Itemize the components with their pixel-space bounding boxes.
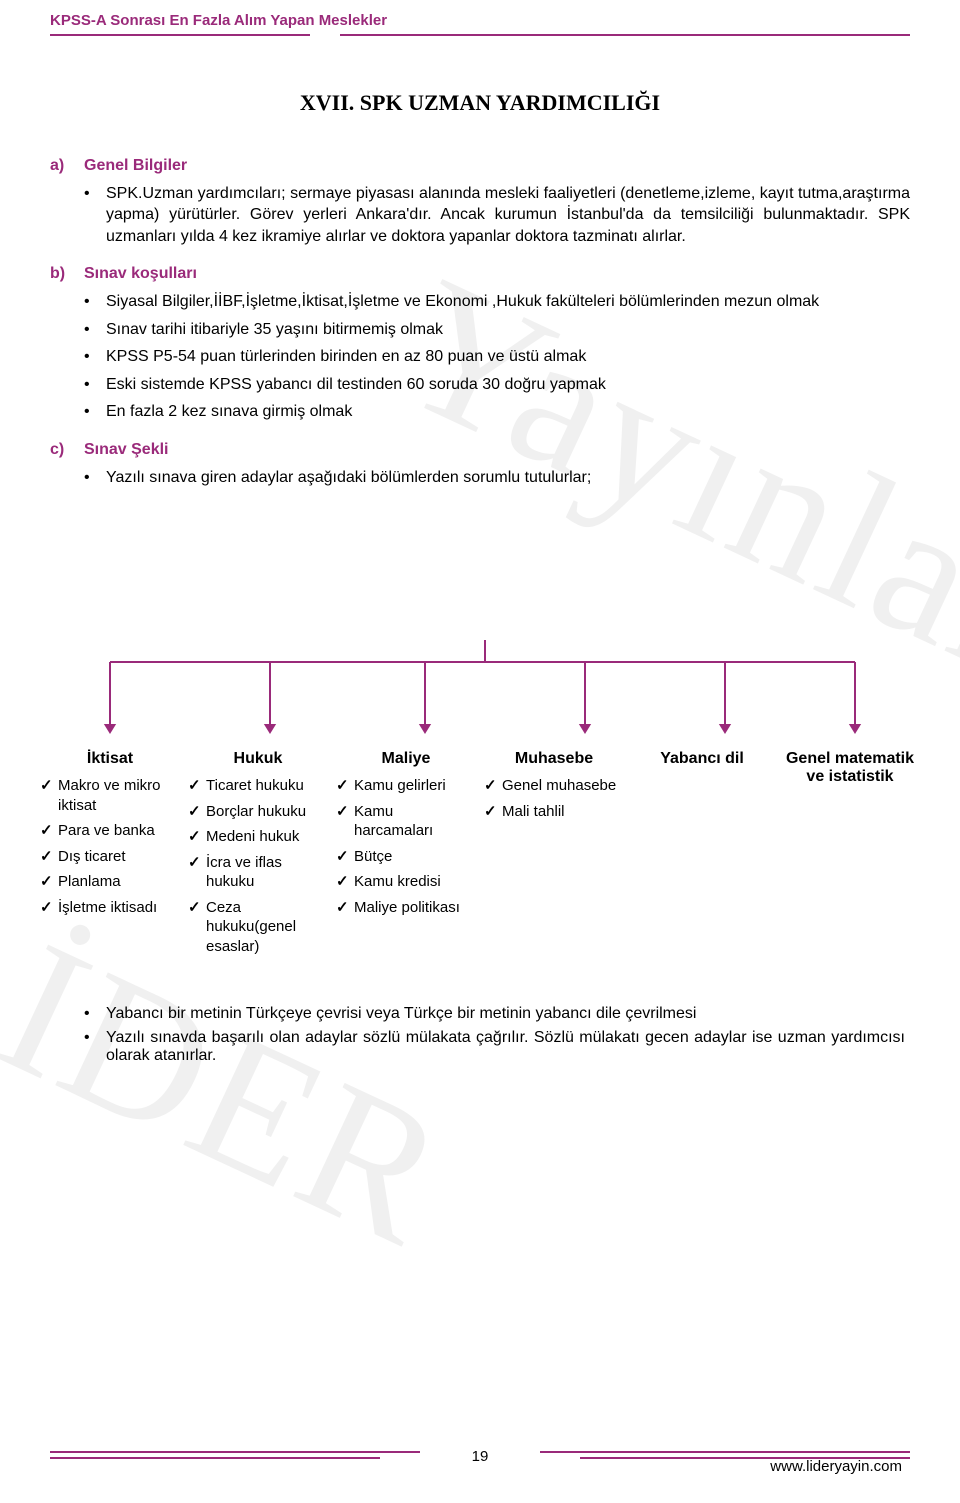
section-c-letter: c) bbox=[50, 439, 84, 461]
column-item: İşletme iktisadı bbox=[40, 898, 180, 918]
column-list: Makro ve mikro iktisat Para ve banka Dış t… bbox=[40, 776, 180, 917]
section-a-title: Genel Bilgiler bbox=[84, 155, 187, 177]
section-b-letter: b) bbox=[50, 263, 84, 285]
column-list: Genel muhasebe Mali tahlil bbox=[484, 776, 624, 821]
bullet-item: Yabancı bir metinin Türkçeye çevrisi vey… bbox=[84, 1005, 905, 1023]
page-header: KPSS-A Sonrası En Fazla Alım Yapan Mesle… bbox=[50, 12, 910, 29]
column-title: İktisat bbox=[40, 750, 180, 768]
after-columns-list: Yabancı bir metinin Türkçeye çevrisi vey… bbox=[84, 1005, 905, 1065]
column-item: Maliye politikası bbox=[336, 898, 476, 918]
bullet-item: Yazılı sınava giren adaylar aşağıdaki bö… bbox=[84, 467, 910, 489]
section-a-letter: a) bbox=[50, 155, 84, 177]
column-item: Genel muhasebe bbox=[484, 776, 624, 796]
column-title: Yabancı dil bbox=[632, 750, 772, 768]
column-item: Kamu kredisi bbox=[336, 872, 476, 892]
section-c-heading: c) Sınav Şekli bbox=[50, 439, 910, 461]
column-item: Bütçe bbox=[336, 847, 476, 867]
column-item: Makro ve mikro iktisat bbox=[40, 776, 180, 815]
column-item: Mali tahlil bbox=[484, 802, 624, 822]
bullet-item: Eski sistemde KPSS yabancı dil testinden… bbox=[84, 374, 910, 396]
column-item: Ceza hukuku(genel esaslar) bbox=[188, 898, 328, 957]
column-item: Ticaret hukuku bbox=[188, 776, 328, 796]
section-a-list: SPK.Uzman yardımcıları; sermaye piyasası… bbox=[84, 183, 910, 248]
subject-column: Yabancı dil bbox=[632, 750, 772, 962]
subject-column: Genel matematik ve istatistik bbox=[780, 750, 920, 962]
column-item: İcra ve iflas hukuku bbox=[188, 853, 328, 892]
header-rule-right bbox=[340, 34, 910, 36]
content: a) Genel Bilgiler SPK.Uzman yardımcıları… bbox=[50, 155, 910, 504]
bullet-item: Siyasal Bilgiler,İİBF,İşletme,İktisat,İş… bbox=[84, 291, 910, 313]
bullet-item: Sınav tarihi itibariyle 35 yaşını bitirm… bbox=[84, 319, 910, 341]
column-item: Kamu gelirleri bbox=[336, 776, 476, 796]
column-item: Medeni hukuk bbox=[188, 827, 328, 847]
bullet-item: KPSS P5-54 puan türlerinden birinden en … bbox=[84, 346, 910, 368]
subject-column: Hukuk Ticaret hukuku Borçlar hukuku Medeni … bbox=[188, 750, 328, 962]
subject-columns: İktisat Makro ve mikro iktisat Para ve ban… bbox=[40, 750, 920, 962]
column-list: Kamu gelirleri Kamu harcamaları Bütçe Kamu … bbox=[336, 776, 476, 917]
main-title: XVII. SPK UZMAN YARDIMCILIĞI bbox=[0, 90, 960, 116]
column-item: Borçlar hukuku bbox=[188, 802, 328, 822]
column-item: Kamu harcamaları bbox=[336, 802, 476, 841]
section-b-title: Sınav koşulları bbox=[84, 263, 197, 285]
section-a-heading: a) Genel Bilgiler bbox=[50, 155, 910, 177]
subject-column: Muhasebe Genel muhasebe Mali tahlil bbox=[484, 750, 624, 962]
column-title: Hukuk bbox=[188, 750, 328, 768]
bullet-item: En fazla 2 kez sınava girmiş olmak bbox=[84, 401, 910, 423]
column-item: Planlama bbox=[40, 872, 180, 892]
section-c-title: Sınav Şekli bbox=[84, 439, 169, 461]
column-item: Para ve banka bbox=[40, 821, 180, 841]
column-title: Maliye bbox=[336, 750, 476, 768]
footer-url: www.lideryayin.com bbox=[770, 1458, 902, 1475]
section-c-list: Yazılı sınava giren adaylar aşağıdaki bö… bbox=[84, 467, 910, 489]
column-title: Genel matematik ve istatistik bbox=[780, 750, 920, 786]
after-columns-notes: Yabancı bir metinin Türkçeye çevrisi vey… bbox=[84, 1005, 905, 1081]
bullet-item: Yazılı sınavda başarılı olan adaylar söz… bbox=[84, 1029, 905, 1065]
bullet-item: SPK.Uzman yardımcıları; sermaye piyasası… bbox=[84, 183, 910, 248]
subject-column: İktisat Makro ve mikro iktisat Para ve ban… bbox=[40, 750, 180, 962]
column-list: Ticaret hukuku Borçlar hukuku Medeni hukuk… bbox=[188, 776, 328, 956]
header-rule-left bbox=[50, 34, 310, 36]
subject-column: Maliye Kamu gelirleri Kamu harcamaları Bütç… bbox=[336, 750, 476, 962]
column-title: Muhasebe bbox=[484, 750, 624, 768]
section-b-heading: b) Sınav koşulları bbox=[50, 263, 910, 285]
column-item: Dış ticaret bbox=[40, 847, 180, 867]
branch-diagram bbox=[55, 632, 905, 742]
section-b-list: Siyasal Bilgiler,İİBF,İşletme,İktisat,İş… bbox=[84, 291, 910, 423]
